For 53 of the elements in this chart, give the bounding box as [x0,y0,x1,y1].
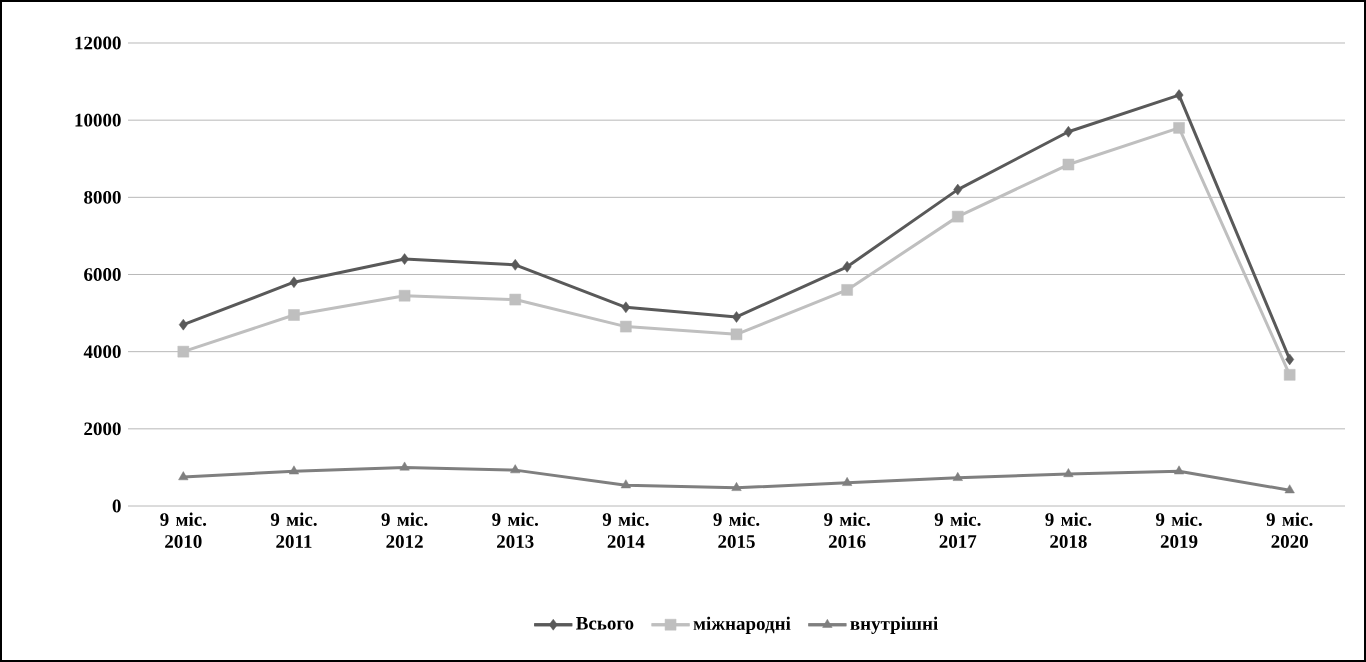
point [177,345,190,358]
point [178,471,189,481]
legend-label: внутрішні [850,616,938,634]
y-tick-label: 12000 [75,36,121,50]
point [620,479,631,489]
x-tick-label: 9 міс. 2011 [270,512,317,548]
y-tick-label: 4000 [83,345,121,359]
point [288,309,300,321]
point [952,472,963,481]
x-tick-label: 9 міс. 2015 [713,512,760,548]
point [842,261,852,273]
legend-label: Всього [576,617,634,630]
point [730,328,743,341]
point [953,183,963,196]
point [1283,369,1296,381]
point [1174,465,1185,475]
x-tick-label: 9 міс. 2019 [1155,512,1202,548]
point [1062,158,1075,171]
point [621,301,631,314]
point [289,276,299,288]
point [509,293,521,306]
point [952,210,964,223]
point [1174,89,1184,101]
x-tick-label: 9 міс. 2010 [160,512,207,548]
y-tick-label: 10000 [75,113,121,127]
x-tick-label: 9 міс. 2017 [934,512,981,548]
y-tick-label: 2000 [84,422,121,436]
point [842,477,853,486]
legend-label: міжнародні [693,616,791,634]
point [510,464,521,474]
point [400,253,409,265]
point [1284,484,1295,494]
point [399,461,410,471]
x-tick-label: 9 міс. 2013 [492,512,539,548]
point [1173,122,1185,134]
point [510,259,520,271]
x-tick-label: 9 міс. 2014 [602,512,649,548]
y-tick-label: 8000 [84,190,121,204]
y-tick-label: 0 [112,499,121,513]
point [731,482,742,491]
point [178,318,188,331]
point [1285,353,1295,366]
x-tick-label: 9 міс. 2016 [824,512,870,548]
point [1063,468,1074,477]
point [841,284,853,296]
x-tick-label: 9 міс. 2012 [381,512,428,548]
point [398,289,411,302]
point [732,311,741,323]
y-tick-label: 6000 [84,268,121,281]
x-tick-label: 9 міс. 2020 [1266,512,1313,548]
x-tick-label: 9 міс. 2018 [1045,512,1092,548]
point [620,320,632,333]
point [288,465,299,475]
